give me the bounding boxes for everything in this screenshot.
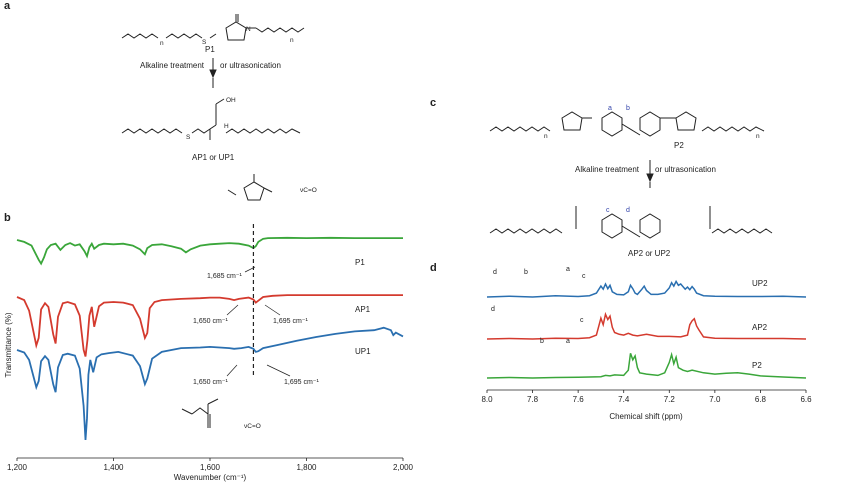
scheme-a-oh: OH xyxy=(226,97,236,104)
inset-bottom-label: νC=O xyxy=(244,423,261,430)
series-label-ap2: AP2 xyxy=(752,323,768,332)
annotation-p1-1685: 1,685 cm⁻¹ xyxy=(207,273,242,280)
scheme-a-nh: H xyxy=(224,123,229,130)
peak-label-up2-b: b xyxy=(524,269,528,276)
nmr-chart: 8.0 7.8 7.6 7.4 7.2 7.0 6.8 6.6 Chemical shift … xyxy=(481,266,812,421)
scheme-a-s2: S xyxy=(186,134,191,141)
scheme-c: a b c d P2 Alkaline treatment or ultraso… xyxy=(489,105,773,258)
scheme-c-condition-2: or ultrasonication xyxy=(655,165,716,174)
scheme-c-lbl-c: c xyxy=(606,207,610,214)
scheme-c-lbl-b: b xyxy=(626,105,630,112)
panel-label-c: c xyxy=(430,97,437,109)
scheme-a: OH S N n n S H P1 Alkaline treatment or … xyxy=(121,14,317,201)
x-tick-label: 1,600 xyxy=(200,463,221,472)
inset-top-label: νC=O xyxy=(300,187,317,194)
series-label-p1: P1 xyxy=(355,258,365,267)
scheme-a-condition-2: or ultrasonication xyxy=(220,61,281,70)
xlabel: Chemical shift (ppm) xyxy=(609,412,683,421)
x-tick-label: 7.0 xyxy=(709,395,721,404)
panel-label-b: b xyxy=(4,212,11,224)
peak-label-up2-c: c xyxy=(582,273,586,280)
scheme-c-lbl-d: d xyxy=(626,207,630,214)
series-label-up1: UP1 xyxy=(355,347,371,356)
x-tick-label: 6.8 xyxy=(755,395,767,404)
x-tick-label: 1,400 xyxy=(103,463,124,472)
scheme-a-s1: S xyxy=(202,39,207,46)
x-tick-label: 7.6 xyxy=(573,395,585,404)
scheme-c-condition-1: Alkaline treatment xyxy=(575,165,640,174)
x-tick-label: 7.8 xyxy=(527,395,539,404)
scheme-c-n-repeat-1: n xyxy=(544,133,548,140)
annotation-ap1-1695: 1,695 cm⁻¹ xyxy=(273,318,308,325)
series-label-up2: UP2 xyxy=(752,279,768,288)
x-tick-label: 6.6 xyxy=(800,395,812,404)
scheme-a-n-repeat-2: n xyxy=(290,37,294,44)
scheme-a-n-repeat-1: n xyxy=(160,40,164,47)
peak-label-ap2-c: c xyxy=(580,317,584,324)
scheme-a-product: AP1 or UP1 xyxy=(192,153,235,162)
ylabel: Transmittance (%) xyxy=(4,312,13,377)
annotation-up1-1650: 1,650 cm⁻¹ xyxy=(193,379,228,386)
series-label-p2: P2 xyxy=(752,361,762,370)
scheme-c-lbl-a: a xyxy=(608,105,612,112)
panel-label-d: d xyxy=(430,262,437,274)
annotation-ap1-1650: 1,650 cm⁻¹ xyxy=(193,318,228,325)
peak-label-p2-b: b xyxy=(540,338,544,345)
series-ap1-line xyxy=(16,294,403,357)
scheme-c-reactant: P2 xyxy=(674,141,684,150)
scheme-a-condition-1: Alkaline treatment xyxy=(140,61,205,70)
x-tick-label: 1,200 xyxy=(7,463,28,472)
panel-label-a: a xyxy=(4,0,11,12)
peak-label-up2-d: d xyxy=(493,269,497,276)
peak-label-ap2-d: d xyxy=(491,306,495,313)
series-up1-line xyxy=(16,326,404,440)
peak-label-p2-a: a xyxy=(566,338,570,345)
scheme-c-n-repeat-2: n xyxy=(756,133,760,140)
x-tick-label: 1,800 xyxy=(296,463,317,472)
series-ap2-line xyxy=(486,311,807,340)
scheme-a-n1: N xyxy=(246,26,251,33)
series-up2-line xyxy=(486,279,807,298)
series-p1-line xyxy=(16,236,403,266)
annotation-up1-1695: 1,695 cm⁻¹ xyxy=(284,379,319,386)
x-tick-label: 7.2 xyxy=(664,395,676,404)
series-label-ap1: AP1 xyxy=(355,305,371,314)
scheme-c-product: AP2 or UP2 xyxy=(628,249,671,258)
peak-label-up2-a: a xyxy=(566,266,570,273)
x-tick-label: 2,000 xyxy=(393,463,414,472)
scheme-a-reactant: P1 xyxy=(205,45,215,54)
x-tick-label: 7.4 xyxy=(618,395,630,404)
xlabel: Wavenumber (cm⁻¹) xyxy=(174,473,247,482)
ftir-chart: 1,200 1,400 1,600 1,800 2,000 Transmittance … xyxy=(4,224,414,482)
series-p2-line xyxy=(486,351,807,379)
x-tick-label: 8.0 xyxy=(481,395,493,404)
